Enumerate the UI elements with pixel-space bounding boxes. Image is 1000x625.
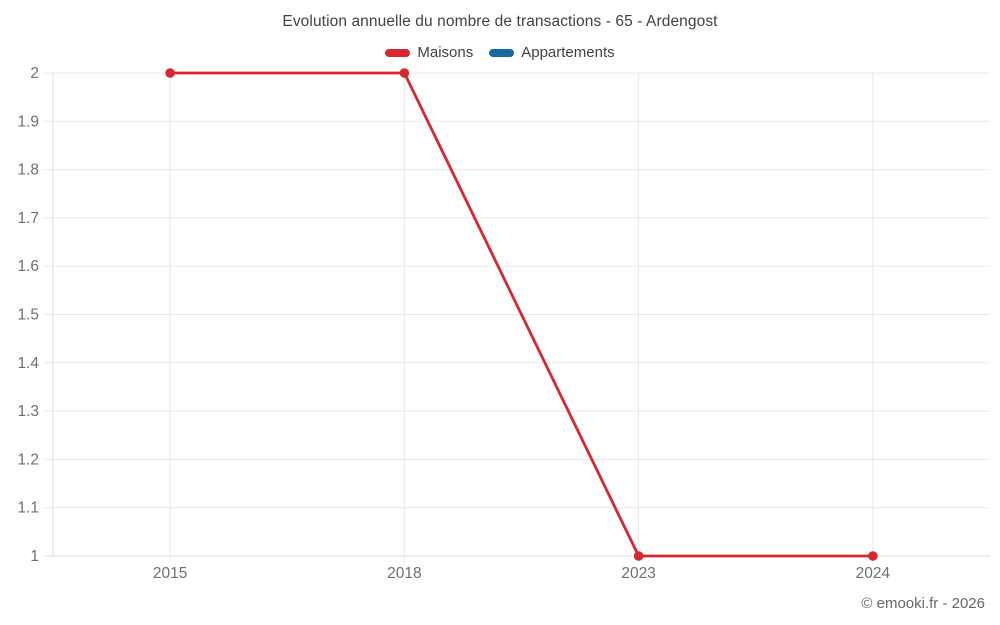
maisons-line [168,71,875,558]
data-point-maisons-2024 [868,551,878,561]
x-tick-label: 2018 [387,565,421,582]
legend-label-appartements: Appartements [521,44,615,61]
copyright-text: © emooki.fr - 2026 [861,595,985,612]
legend-item-appartements[interactable]: Appartements [489,44,615,61]
data-point-maisons-2018 [399,68,410,78]
y-tick-label: 1.2 [17,451,39,468]
appartements-swatch-icon [489,48,515,57]
y-tick-label: 1.4 [17,355,39,372]
y-tick-label: 1.7 [17,210,39,227]
data-point-maisons-2023 [633,551,644,561]
y-tick-label: 1.3 [17,403,39,420]
chart-legend: Maisons Appartements [0,44,1000,61]
maisons-swatch-icon [385,48,411,57]
chart-title: Evolution annuelle du nombre de transact… [282,13,718,30]
y-tick-label: 1.8 [17,162,39,179]
data-point-maisons-2015 [165,68,175,78]
y-tick-label: 1.9 [17,113,39,130]
legend-label-maisons: Maisons [417,44,474,61]
y-tick-label: 2 [30,65,39,82]
legend-item-maisons[interactable]: Maisons [385,44,473,61]
y-tick-label: 1.6 [17,258,39,275]
y-tick-label: 1 [30,548,39,565]
y-tick-label: 1.5 [17,307,39,324]
x-tick-label: 2015 [153,565,187,582]
x-tick-label: 2024 [856,565,891,582]
x-tick-label: 2023 [621,565,655,582]
y-tick-label: 1.1 [17,500,39,517]
